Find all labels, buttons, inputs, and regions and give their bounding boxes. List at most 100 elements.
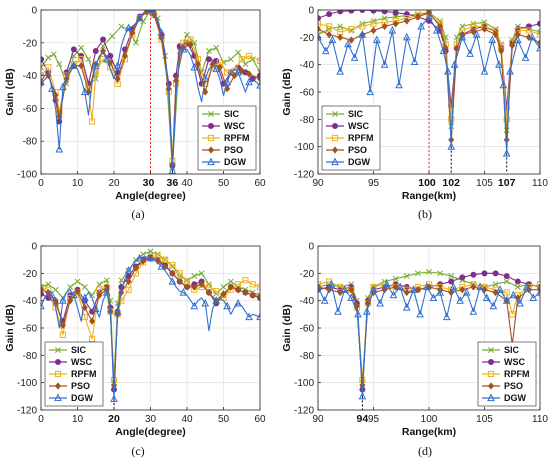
data-point [67,296,74,305]
data-point [370,10,377,14]
legend-marker [331,134,339,142]
legend-entry-pso: PSO [202,145,243,155]
data-point [238,67,245,75]
panel-caption: (a) [131,207,144,221]
data-point [212,64,221,73]
data-point [227,278,234,285]
legend-label: SIC [224,109,240,119]
data-point [318,281,322,288]
data-point [414,270,421,277]
data-point [492,281,499,288]
data-point [481,270,488,277]
data-point [124,23,133,32]
data-point [348,10,355,14]
y-tick-label: -60 [300,88,315,99]
data-point [381,10,388,15]
legend-entry-dgw: DGW [202,157,247,167]
data-point [337,23,344,30]
data-point [318,20,322,27]
data-point [56,61,63,68]
legend-entry-rpfm: RPFM [202,133,250,143]
data-point [81,284,88,290]
data-point [63,75,70,83]
legend-marker [487,393,495,402]
data-point [205,56,212,63]
data-point [89,292,96,299]
data-point [135,13,144,22]
data-point [80,87,89,96]
data-point [503,273,510,280]
data-point [223,77,231,86]
data-point [118,297,125,304]
data-point [59,82,67,91]
data-point [48,84,56,92]
data-point [74,278,81,285]
legend-entry-dgw: DGW [49,393,94,403]
data-point [359,23,366,30]
data-point [102,287,111,296]
data-point [337,10,344,15]
data-point [370,26,377,35]
data-point [114,75,121,83]
data-point [132,264,139,272]
legend-label: DGW [504,393,527,403]
data-point [326,23,333,30]
x-tick-label: 50 [218,178,230,189]
data-point [125,277,132,286]
data-point [113,307,122,315]
data-point [395,80,403,89]
series-line [318,283,540,397]
data-point [410,57,419,66]
x-tick-label: 105 [476,178,493,189]
data-point [67,284,74,290]
data-point [373,35,381,44]
series-line [318,16,540,155]
data-point [328,35,337,44]
x-tick-label: 10 [72,178,84,189]
legend: SIC WSC RPFM PSO DGW [477,341,537,407]
data-point [537,39,540,47]
x-tick-label: 10 [72,414,84,425]
y-tick-label: -40 [300,60,315,71]
data-point [334,307,342,315]
legend-label: SIC [504,345,520,355]
x-tick-label: 0 [38,178,44,189]
data-point [96,281,103,288]
legend-marker [487,370,495,378]
x-tick-label: 60 [254,178,266,189]
y-tick-label: -100 [17,378,37,389]
data-point [213,57,220,64]
data-point [249,56,256,63]
y-tick-label: -60 [23,324,38,335]
data-point [74,287,81,295]
legend-marker [55,347,61,353]
data-point [41,64,44,71]
data-point [194,60,201,68]
data-point [502,148,511,157]
data-point [45,54,52,61]
data-point [176,270,183,277]
data-point [506,66,514,75]
data-point [184,283,190,291]
data-point [509,41,516,50]
legend-label: SIC [71,345,87,355]
data-point [162,256,169,263]
data-point [242,288,249,297]
data-point [403,273,410,280]
data-point [417,21,426,30]
data-point [92,48,99,55]
series-group [41,10,260,174]
data-point [514,284,521,290]
data-point [537,20,540,27]
data-point [59,321,66,329]
chart-panel-4: 94 90 95 100 105 110 0 -20 -40 -60 -80 -100 -120 Rang… [281,242,548,459]
data-point [363,307,371,315]
data-point [45,281,52,288]
legend-label: PSO [71,381,90,391]
data-point [353,302,360,310]
data-point [442,312,451,321]
x-tick-label: 20 [108,178,120,189]
y-tick-label: -100 [294,378,314,389]
data-point [220,290,227,298]
legend-entry-wsc: WSC [202,121,245,131]
